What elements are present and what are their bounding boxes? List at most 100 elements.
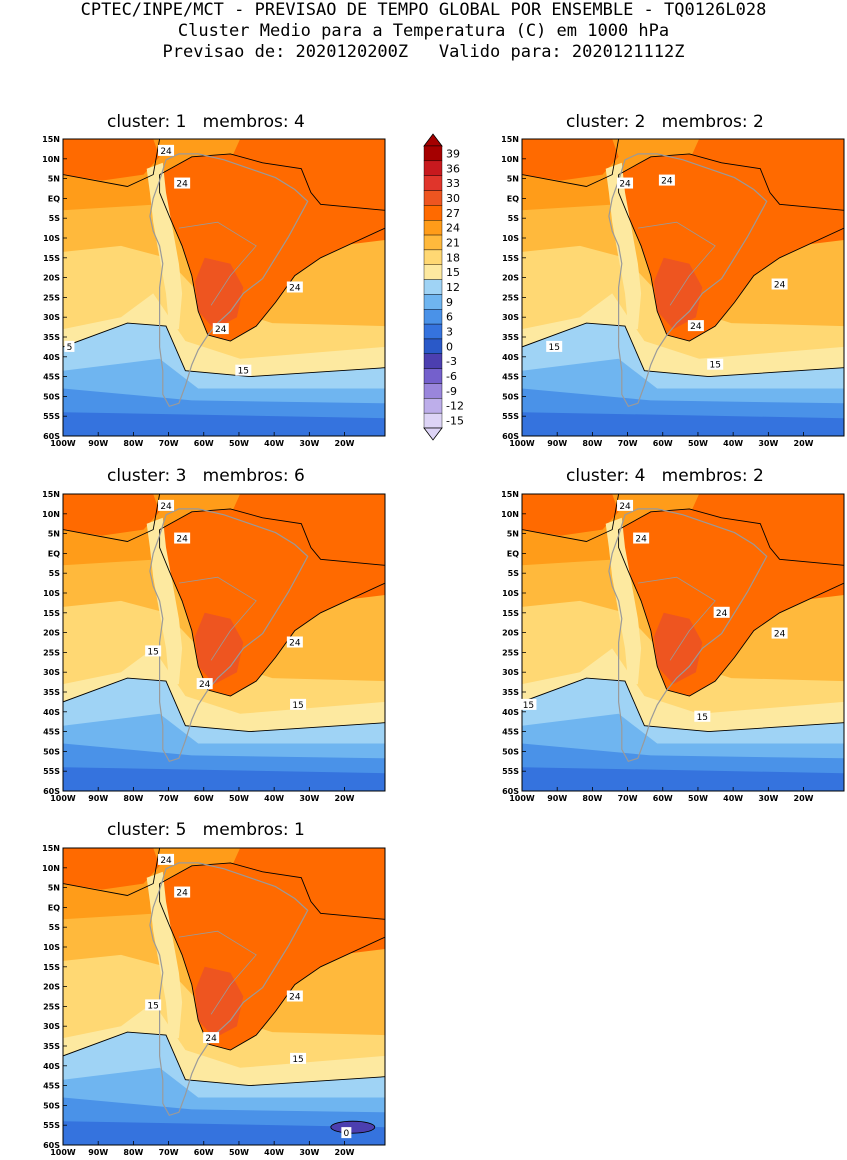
panel-title-5: cluster: 5 membros: 1 <box>107 820 305 840</box>
lat-tick-label: 20S <box>43 983 60 992</box>
contour-24-north <box>522 494 620 542</box>
contour-label: 24 <box>160 147 172 157</box>
coastline <box>608 508 768 763</box>
contour-24 <box>159 153 385 342</box>
contour-label: 24 <box>160 502 172 512</box>
colorbar-swatch <box>423 234 443 251</box>
contour-label-box <box>341 1127 352 1139</box>
contour-24 <box>618 153 844 342</box>
lat-tick-label: 5N <box>507 530 519 539</box>
colorbar-level-label: 12 <box>446 281 460 294</box>
contour-label: 24 <box>205 1034 217 1044</box>
lat-tick-label: 10S <box>43 943 60 952</box>
colorbar-level-label: -15 <box>446 415 464 428</box>
lon-tick-label: 20W <box>335 1148 355 1157</box>
lon-tick-label: 70W <box>618 794 638 803</box>
lat-tick-label: 20S <box>43 274 60 283</box>
contour-label-box <box>520 698 537 710</box>
lat-tick-label: 40S <box>43 708 60 717</box>
temperature-map-cluster-3: 15N 10N 5N EQ 5S 10S 15S 20S 25S 30S 35S 40S 45S 50S 5… <box>30 486 390 806</box>
contour-15 <box>63 677 385 733</box>
andes-cool-strip <box>146 871 183 1039</box>
lon-tick-label: 30W <box>758 794 778 803</box>
contour-label: 24 <box>774 630 786 640</box>
contour-label: 24 <box>176 889 188 899</box>
contour-label: 24 <box>690 322 702 332</box>
lat-tick-label: 60S <box>43 787 60 796</box>
lat-tick-label: 55S <box>502 412 519 421</box>
contour-15 <box>63 1031 385 1087</box>
panel-title-2: cluster: 2 membros: 2 <box>566 112 764 132</box>
lon-tick-label: 70W <box>159 794 179 803</box>
lon-tick-label: 40W <box>264 1148 284 1157</box>
map-svg: 15N 10N 5N EQ 5S 10S 15S 20S 25S 30S 35S 40S 45S 50S 5… <box>42 490 386 803</box>
contour-label-box <box>713 606 730 618</box>
lat-tick-label: 40S <box>43 1062 60 1071</box>
contour-label-box <box>158 853 175 865</box>
contour-label-box <box>290 698 307 710</box>
colorbar-swatch <box>423 383 443 399</box>
coastline <box>149 508 309 763</box>
lon-tick-label: 70W <box>159 439 179 448</box>
lat-tick-label: 15N <box>501 490 519 499</box>
contour-label-box <box>158 499 175 511</box>
warm-region <box>522 139 619 181</box>
coastline <box>149 862 309 1117</box>
lat-tick-label: 10S <box>502 234 519 243</box>
lat-tick-label: 5S <box>49 214 61 223</box>
lat-tick-label: 35S <box>43 333 60 342</box>
contour-label: 15 <box>709 361 720 371</box>
contour-label-box <box>212 323 229 335</box>
lat-tick-label: 15N <box>42 135 60 144</box>
lon-tick-label: 60W <box>194 1148 214 1157</box>
colorbar-level-label: 27 <box>446 207 460 220</box>
contour-label: 24 <box>215 325 227 335</box>
lat-tick-label: 15S <box>43 963 60 972</box>
lat-tick-label: 25S <box>43 293 60 302</box>
lat-tick-label: 25S <box>502 648 519 657</box>
lat-tick-label: EQ <box>507 194 519 203</box>
lon-tick-label: 50W <box>229 794 249 803</box>
colorbar-level-label: 0 <box>446 340 453 353</box>
lat-tick-label: EQ <box>507 549 519 558</box>
contour-label-box <box>707 358 724 370</box>
colorbar-swatch <box>423 145 443 162</box>
contour-label-box <box>196 678 213 690</box>
lat-tick-label: 50S <box>43 1101 60 1110</box>
contour-label-box <box>771 627 788 639</box>
lat-tick-label: 10N <box>501 510 519 519</box>
lon-tick-label: 90W <box>547 794 567 803</box>
colorbar-level-label: 36 <box>446 162 460 175</box>
lon-tick-label: 60W <box>194 439 214 448</box>
contour-label: 15 <box>292 1055 303 1065</box>
map-svg: 15N 10N 5N EQ 5S 10S 15S 20S 25S 30S 35S 40S 45S 50S 5… <box>501 135 845 448</box>
lon-tick-label: 100W <box>50 1148 76 1157</box>
colorbar-level-label: 21 <box>446 236 460 249</box>
lat-tick-label: 50S <box>43 392 60 401</box>
warm-region <box>63 139 160 181</box>
temperature-band <box>63 412 385 436</box>
lon-tick-label: 100W <box>509 794 535 803</box>
contour-label-box <box>235 364 252 376</box>
lat-tick-label: 5S <box>508 569 520 578</box>
colorbar-level-label: -6 <box>446 370 457 383</box>
lon-tick-label: 90W <box>88 1148 108 1157</box>
contour-label: 15 <box>147 1001 158 1011</box>
colorbar-swatch <box>423 205 443 221</box>
lat-tick-label: 10S <box>502 589 519 598</box>
lon-tick-label: 100W <box>50 439 76 448</box>
colorbar-swatch <box>423 220 443 236</box>
colorbar-level-label: 30 <box>446 192 460 205</box>
contour-label: 24 <box>716 609 728 619</box>
lat-tick-label: 10N <box>501 155 519 164</box>
lon-tick-label: 40W <box>723 439 743 448</box>
lat-tick-label: 15S <box>43 609 60 618</box>
contour-label-box <box>203 1032 220 1044</box>
contour-label: 24 <box>176 535 188 545</box>
colorbar-swatch <box>423 338 443 354</box>
lat-tick-label: EQ <box>48 549 60 558</box>
colorbar-top-arrow <box>423 133 443 147</box>
colorbar-level-label: 39 <box>446 147 460 160</box>
warm-region <box>63 848 160 890</box>
contour-24-north <box>63 139 161 187</box>
